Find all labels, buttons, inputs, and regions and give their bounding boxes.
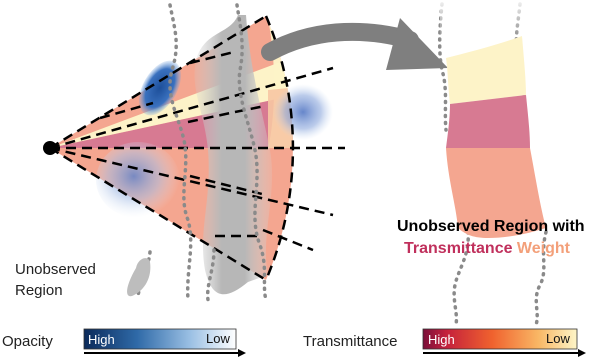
camera-origin: [43, 141, 57, 155]
low-opacity-gaussian: [96, 142, 180, 218]
unobserved-column: [440, 0, 546, 238]
column-pink-band: [446, 95, 530, 148]
column-salmon-band: [446, 148, 546, 238]
transfer-arrow: [261, 18, 448, 70]
transmittance-legend-title: Transmittance: [303, 333, 397, 350]
surface-boundary-left: [168, 3, 193, 302]
column-yellow-band: [446, 36, 526, 104]
transmittance-axis-arrowhead: [578, 349, 586, 357]
occluding-surface: [194, 15, 273, 295]
opacity-legend-title: Opacity: [2, 333, 53, 350]
transmittance-low-label: Low: [546, 331, 570, 346]
surface-boundary-right: [235, 3, 268, 302]
camera-rays: [49, 14, 345, 282]
column-boundary-bottom-left: [452, 230, 470, 327]
transmittance-high-label: High: [428, 332, 455, 347]
caption-line1: Unobserved Region with: [397, 218, 585, 235]
caption-transmittance: Transmittance: [404, 240, 513, 257]
caption-weight: Weight: [512, 240, 570, 257]
transmittance-legend: Transmittance High Low: [303, 328, 586, 357]
transmittance-gradient-bar: [422, 328, 578, 350]
ray-1: [49, 14, 267, 150]
unobserved-label-line1: Unobserved: [15, 261, 96, 278]
camera-frustum: [43, 14, 345, 295]
ray-4: [49, 146, 334, 217]
opacity-gradient-bar: [83, 328, 237, 350]
ray-5: [49, 146, 267, 282]
opacity-legend: Opacity High Low: [2, 328, 246, 357]
column-boundary-bottom-right: [534, 230, 548, 327]
caption-line2: Transmittance Weight: [404, 240, 571, 257]
unobserved-boundary-a: [136, 250, 152, 298]
opacity-high-label: High: [88, 332, 115, 347]
mid-opacity-gaussian: [273, 84, 333, 140]
unobserved-boundary-b: [205, 248, 216, 302]
opacity-axis-arrowhead: [238, 349, 246, 357]
opacity-low-label: Low: [206, 331, 230, 346]
unobserved-label-line2: Region: [15, 282, 63, 299]
unobserved-gray-blob: [127, 258, 151, 297]
